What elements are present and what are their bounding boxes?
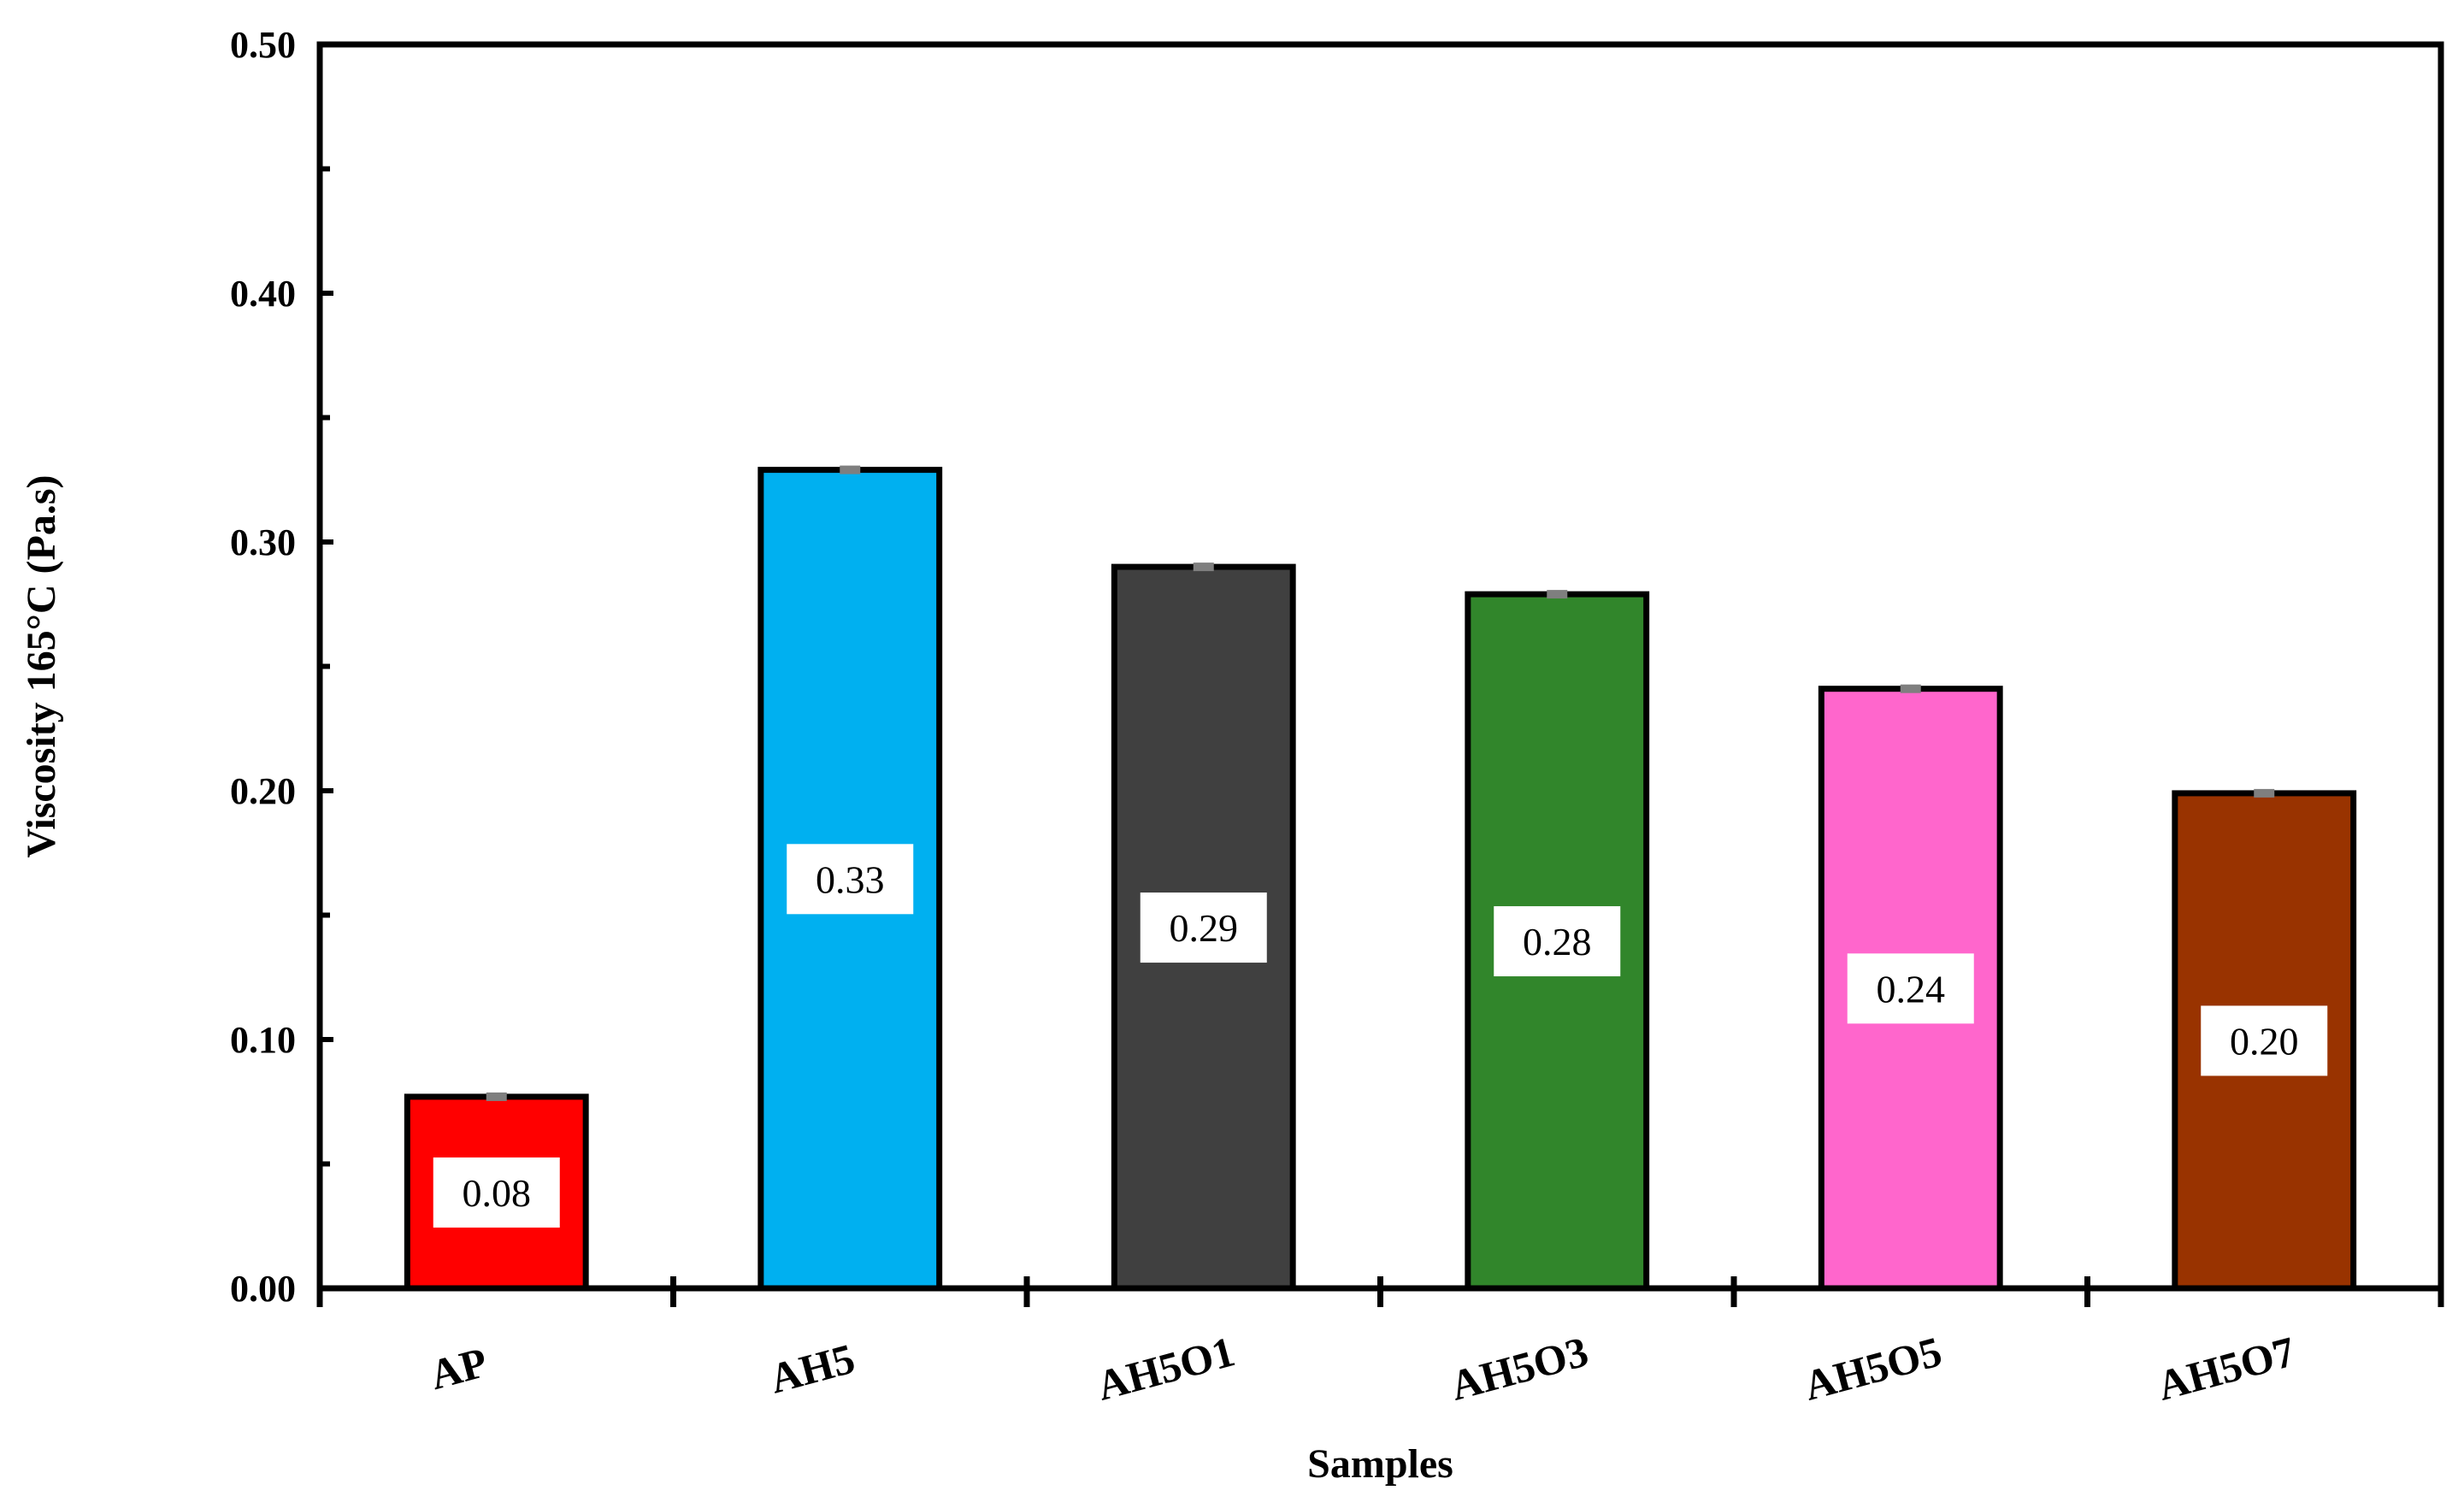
error-bar	[840, 465, 861, 474]
labels-layer: 0.00 0.10 0.20 0.30 0.40 0.50 0.08 AP 0.33 AH5 0.2…	[230, 24, 2328, 1410]
data-label-box	[787, 844, 914, 915]
category-label: AH5O7	[2152, 1327, 2300, 1410]
y-tick-label: 0.50	[230, 24, 296, 66]
y-tick-label: 0.10	[230, 1019, 296, 1061]
ticks-layer	[316, 42, 2444, 1307]
category-label: AH5	[764, 1334, 859, 1403]
category-label: AP	[425, 1338, 492, 1399]
error-bar	[486, 1092, 507, 1101]
x-axis-title: Samples	[1307, 1441, 1453, 1487]
category-label: AH5O5	[1799, 1327, 1947, 1410]
data-label: 0.20	[2230, 1019, 2299, 1063]
data-label-box	[1847, 953, 1974, 1024]
error-bar	[1900, 684, 1921, 693]
error-bar	[1547, 590, 1568, 599]
data-label-box	[1140, 892, 1267, 963]
y-axis-title: Viscosity 165°C (Pa.s)	[19, 474, 64, 857]
plot-frame	[316, 41, 2444, 1292]
bars-layer	[404, 465, 2357, 1292]
data-label: 0.33	[816, 857, 885, 901]
data-label: 0.08	[463, 1171, 532, 1215]
data-label-box	[1494, 906, 1621, 977]
y-tick-label: 0.00	[230, 1268, 296, 1310]
y-tick-label: 0.20	[230, 770, 296, 812]
data-label-box	[2201, 1005, 2328, 1076]
data-label: 0.28	[1523, 920, 1592, 963]
category-label: AH5O3	[1445, 1327, 1593, 1410]
category-label: AH5O1	[1092, 1327, 1240, 1410]
axes-layer	[316, 41, 2444, 1292]
data-label: 0.29	[1170, 906, 1239, 950]
data-label-box	[433, 1157, 560, 1228]
error-bar	[1193, 563, 1214, 572]
data-label: 0.24	[1877, 967, 1946, 1010]
error-bar	[2254, 788, 2275, 798]
y-tick-label: 0.30	[230, 521, 296, 563]
y-tick-label: 0.40	[230, 273, 296, 315]
